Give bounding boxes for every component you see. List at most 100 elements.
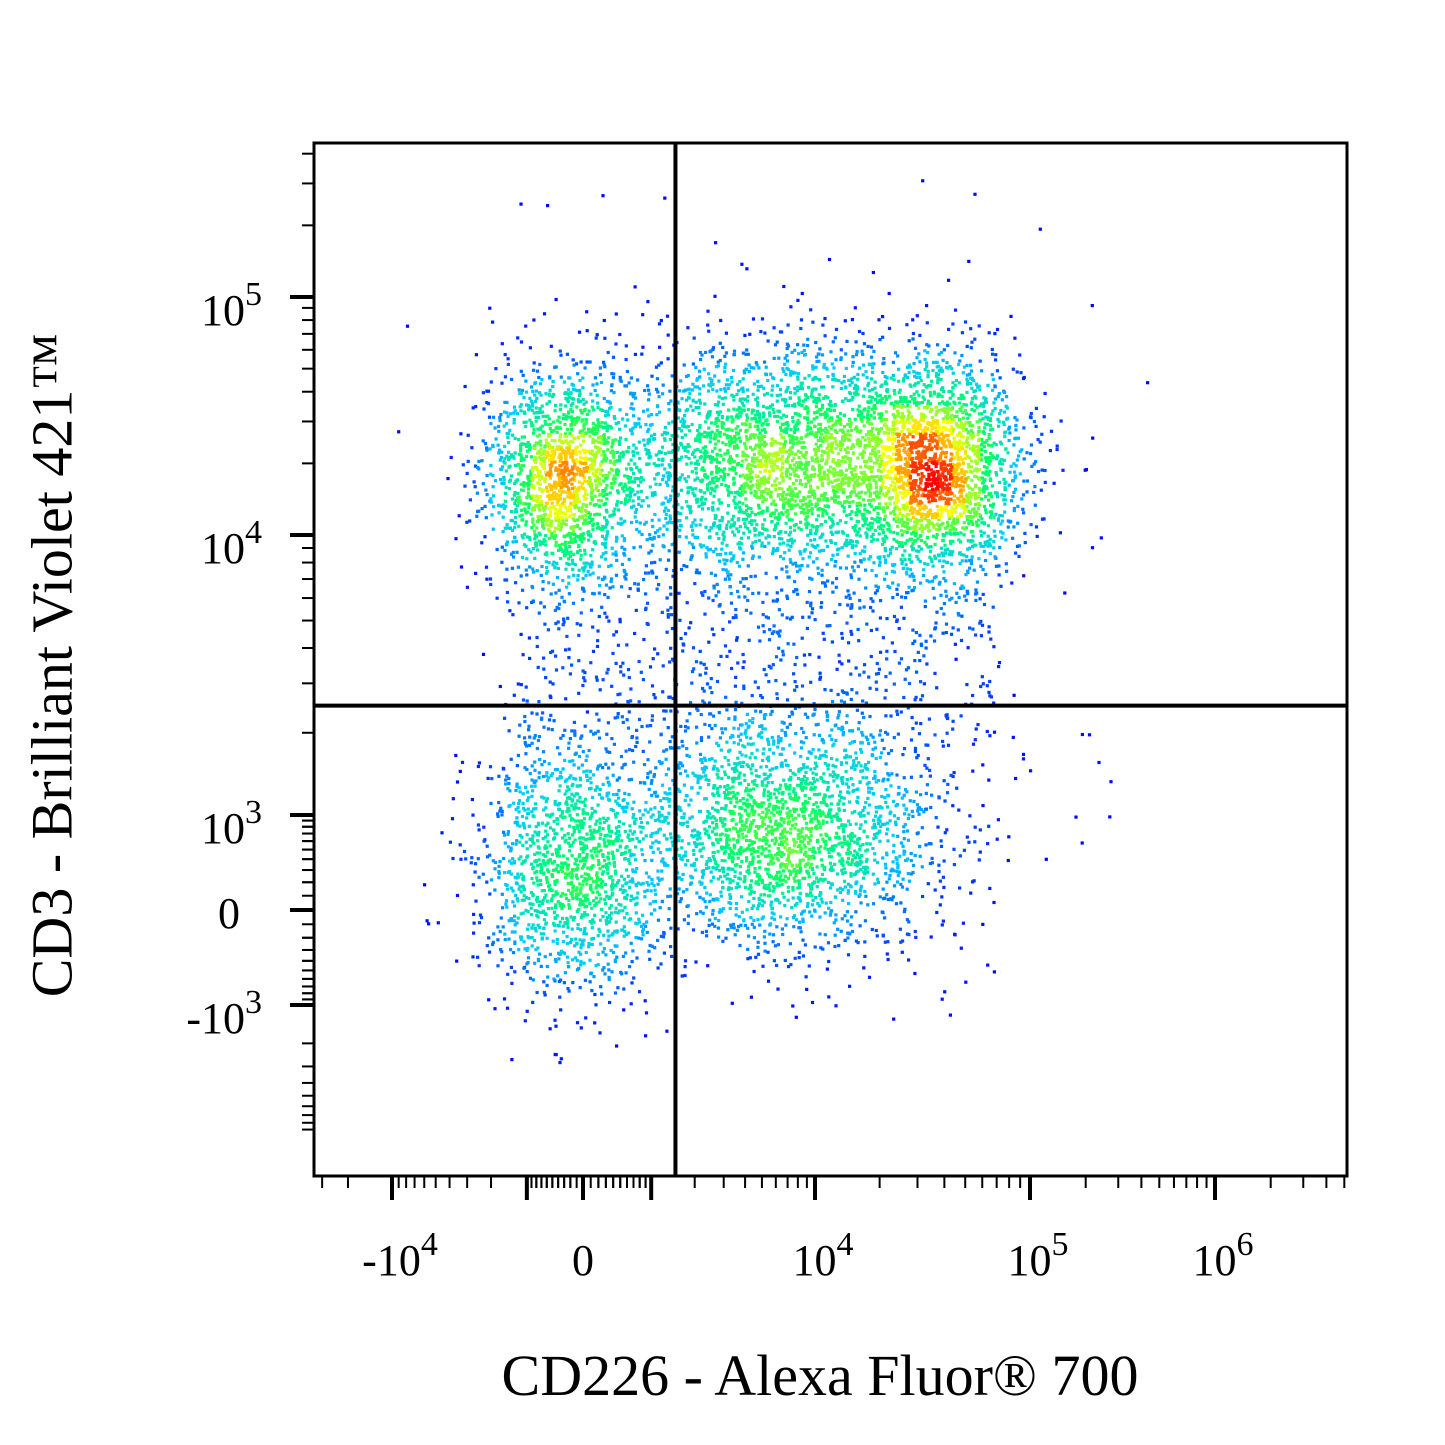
event-dot <box>861 352 865 357</box>
event-dot <box>733 533 737 537</box>
event-dot <box>734 615 738 619</box>
event-dot <box>573 956 578 960</box>
event-dot <box>540 763 544 767</box>
event-dot <box>517 857 521 861</box>
event-dot <box>881 779 885 783</box>
event-dot <box>676 446 680 450</box>
event-dot <box>843 748 848 752</box>
event-dot <box>602 947 606 951</box>
event-dot <box>1012 443 1016 447</box>
event-dot <box>899 882 903 886</box>
event-dot <box>1011 479 1015 483</box>
event-dot <box>1034 406 1038 410</box>
event-dot <box>670 626 674 631</box>
event-dot <box>740 542 744 546</box>
event-dot <box>678 519 682 523</box>
event-dot <box>662 709 666 713</box>
event-dot <box>1013 474 1017 478</box>
event-dot <box>538 925 542 929</box>
event-dot <box>586 569 590 573</box>
event-dot <box>1029 523 1033 527</box>
event-dot <box>632 820 637 824</box>
event-dot <box>669 945 673 949</box>
event-dot <box>909 872 913 876</box>
event-dot <box>756 379 760 383</box>
event-dot <box>624 971 628 975</box>
event-dot <box>668 804 672 808</box>
event-dot <box>605 520 609 524</box>
event-dot <box>602 966 606 970</box>
event-dot <box>743 371 747 375</box>
event-dot <box>504 899 509 903</box>
event-dot <box>865 782 869 786</box>
event-dot <box>759 694 763 698</box>
event-dot <box>765 391 769 396</box>
event-dot <box>635 867 639 871</box>
event-dot <box>840 381 844 385</box>
event-dot <box>775 548 780 552</box>
event-dot <box>561 579 565 583</box>
event-dot <box>541 410 545 414</box>
event-dot <box>684 794 688 798</box>
event-dot <box>848 729 852 733</box>
event-dot <box>502 997 507 1001</box>
event-dot <box>971 742 976 746</box>
event-dot <box>948 598 952 602</box>
event-dot <box>700 767 704 771</box>
event-dot <box>496 443 500 447</box>
event-dot <box>511 454 515 459</box>
event-dot <box>517 810 521 814</box>
event-dot <box>616 986 620 990</box>
event-dot <box>697 831 701 835</box>
event-dot <box>514 507 518 511</box>
event-dot <box>684 769 688 773</box>
event-dot <box>622 551 626 555</box>
event-dot <box>581 386 585 390</box>
event-dot <box>848 822 852 827</box>
event-dot <box>744 367 748 371</box>
event-dot <box>851 364 855 368</box>
event-dot <box>793 706 797 710</box>
event-dot <box>683 798 687 802</box>
event-dot <box>597 736 602 740</box>
event-dot <box>698 392 702 396</box>
event-dot <box>743 730 748 735</box>
event-dot <box>991 388 995 392</box>
event-dot <box>661 819 665 823</box>
event-dot <box>1029 416 1033 420</box>
event-dot <box>602 360 606 364</box>
event-dot <box>628 428 633 432</box>
event-dot <box>751 392 755 396</box>
event-dot <box>671 844 675 848</box>
event-dot <box>635 896 639 900</box>
event-dot <box>839 386 843 391</box>
event-dot <box>822 362 826 367</box>
event-dot <box>891 596 895 600</box>
event-dot <box>762 667 766 672</box>
event-dot <box>733 715 737 719</box>
event-dot <box>915 554 919 559</box>
event-dot <box>711 508 715 512</box>
event-dot <box>632 454 636 458</box>
event-dot <box>553 1018 557 1022</box>
event-dot <box>864 370 868 374</box>
event-dot <box>1039 488 1043 492</box>
event-dot <box>633 515 637 519</box>
event-dot <box>816 543 820 548</box>
event-dot <box>626 726 631 730</box>
event-dot <box>691 545 696 549</box>
event-dot <box>676 416 680 420</box>
event-dot <box>772 326 776 330</box>
event-dot <box>790 350 794 354</box>
event-dot <box>853 560 857 564</box>
event-dot <box>513 923 517 927</box>
event-dot <box>764 571 768 575</box>
event-dot <box>585 360 589 364</box>
event-dot <box>722 535 726 539</box>
event-dot <box>969 327 973 331</box>
event-dot <box>698 752 703 756</box>
event-dot <box>902 747 907 751</box>
event-dot <box>777 646 781 650</box>
event-dot <box>939 366 943 370</box>
event-dot <box>621 720 625 724</box>
